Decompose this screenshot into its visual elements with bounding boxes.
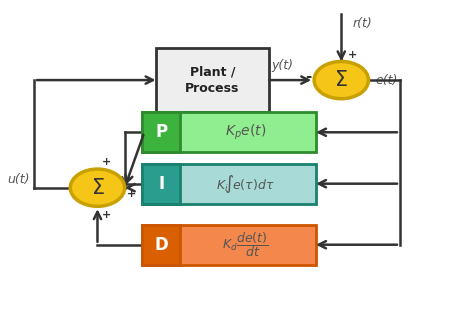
FancyBboxPatch shape: [142, 112, 181, 152]
Text: +: +: [127, 189, 136, 199]
FancyBboxPatch shape: [142, 225, 316, 265]
Text: I: I: [158, 175, 164, 193]
FancyBboxPatch shape: [142, 225, 181, 265]
Text: D: D: [155, 236, 168, 254]
Text: P: P: [155, 123, 167, 141]
Text: -: -: [305, 69, 312, 84]
Text: u(t): u(t): [7, 173, 29, 186]
Text: +: +: [102, 157, 111, 168]
Text: $K_d\dfrac{de(t)}{dt}$: $K_d\dfrac{de(t)}{dt}$: [222, 230, 269, 259]
Text: $K_i\!\int\! e(\tau)d\tau$: $K_i\!\int\! e(\tau)d\tau$: [216, 173, 275, 195]
FancyBboxPatch shape: [142, 164, 181, 204]
Text: $\Sigma$: $\Sigma$: [335, 70, 348, 90]
Text: e(t): e(t): [375, 74, 398, 87]
FancyBboxPatch shape: [142, 112, 316, 152]
FancyBboxPatch shape: [156, 48, 269, 112]
Circle shape: [70, 169, 125, 206]
Text: $K_p e(t)$: $K_p e(t)$: [225, 123, 266, 142]
Text: +: +: [102, 210, 111, 220]
Text: Plant /
Process: Plant / Process: [185, 65, 239, 95]
Text: $\Sigma$: $\Sigma$: [91, 178, 104, 198]
Text: r(t): r(t): [353, 17, 373, 30]
FancyBboxPatch shape: [142, 164, 316, 204]
Text: +: +: [348, 50, 357, 60]
Text: y(t): y(t): [271, 59, 293, 72]
Circle shape: [314, 62, 368, 99]
